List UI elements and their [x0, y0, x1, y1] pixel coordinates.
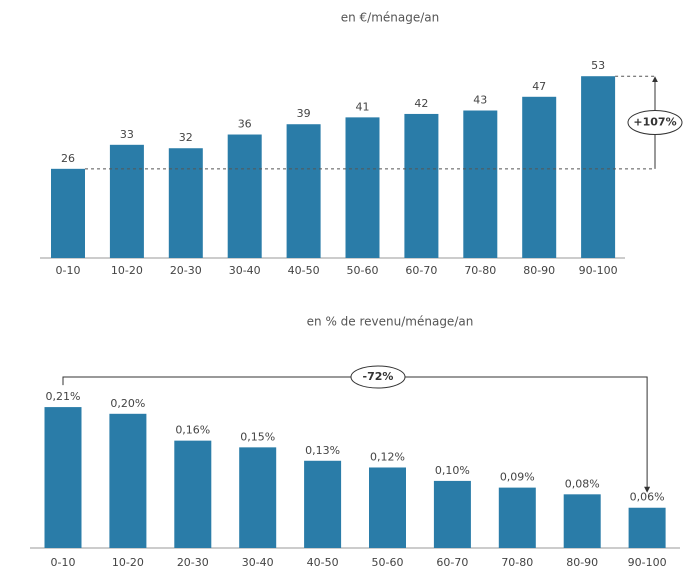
x-tick-label: 70-80 [464, 264, 496, 277]
x-tick-label: 90-100 [579, 264, 618, 277]
value-label: 0,12% [370, 450, 405, 463]
bar [498, 487, 536, 548]
bar [286, 124, 321, 258]
value-label: 0,08% [565, 477, 600, 490]
annotation-bubble [627, 110, 683, 136]
bar [522, 96, 557, 258]
value-label: 53 [591, 59, 605, 72]
bar [463, 110, 498, 258]
value-label: 0,20% [110, 397, 145, 410]
x-tick-label: 30-40 [242, 556, 274, 569]
arrow [62, 376, 651, 493]
x-tick-label: 10-20 [111, 264, 143, 277]
annotation-bubble [350, 365, 406, 389]
bar [44, 407, 82, 548]
x-tick-label: 20-30 [170, 264, 202, 277]
x-tick-label: 0-10 [56, 264, 81, 277]
x-tick-label: 40-50 [307, 556, 339, 569]
x-tick-label: 20-30 [177, 556, 209, 569]
value-label: 0,16% [175, 424, 210, 437]
x-tick-label: 10-20 [112, 556, 144, 569]
value-label: 33 [120, 128, 134, 141]
bar [168, 148, 203, 258]
bar [51, 168, 85, 258]
bar [581, 76, 616, 259]
value-label: 0,10% [435, 464, 470, 477]
x-tick-label: 50-60 [347, 264, 379, 277]
value-label: 47 [532, 80, 546, 93]
value-label: 26 [61, 152, 75, 165]
bar [563, 494, 601, 548]
bar [369, 467, 406, 548]
x-tick-label: 0-10 [51, 556, 76, 569]
value-label: 0,06% [630, 491, 665, 504]
chart-title: en % de revenu/ménage/an [307, 315, 474, 329]
value-label: 39 [297, 107, 311, 120]
bar [345, 117, 380, 259]
chart-title: en €/ménage/an [341, 11, 440, 25]
bar [174, 440, 212, 548]
x-tick-label: 90-100 [628, 556, 667, 569]
x-tick-label: 60-70 [405, 264, 437, 277]
bar [433, 480, 471, 548]
bar [239, 447, 277, 548]
value-label: 41 [356, 100, 370, 113]
value-label: 42 [414, 97, 428, 110]
annotation: -72% [363, 370, 394, 383]
x-tick-label: 80-90 [566, 556, 598, 569]
x-tick-label: 80-90 [523, 264, 555, 277]
value-label: 36 [238, 118, 252, 131]
bar [404, 113, 439, 258]
bar [628, 507, 666, 548]
bar [227, 134, 262, 258]
bar [304, 460, 342, 548]
value-label: 0,21% [46, 390, 81, 403]
x-tick-label: 70-80 [501, 556, 533, 569]
annotation: +107% [633, 116, 676, 129]
x-tick-label: 50-60 [372, 556, 404, 569]
x-tick-label: 60-70 [436, 556, 468, 569]
value-label: 0,13% [305, 444, 340, 457]
bar [109, 144, 144, 258]
value-label: 32 [179, 131, 193, 144]
value-label: 0,09% [500, 471, 535, 484]
x-tick-label: 40-50 [288, 264, 320, 277]
value-label: 43 [473, 94, 487, 107]
bar [109, 413, 147, 548]
value-label: 0,15% [240, 430, 275, 443]
x-tick-label: 30-40 [229, 264, 261, 277]
